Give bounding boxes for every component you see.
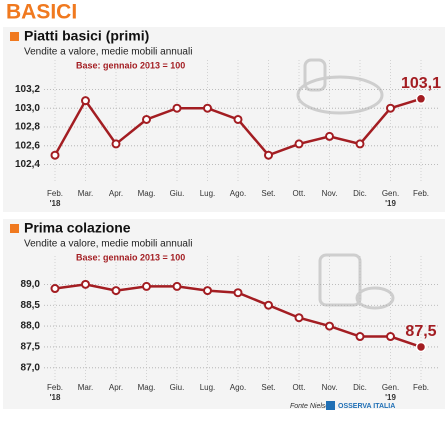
y-tick-label: 89,0: [21, 279, 41, 290]
point: [294, 313, 304, 323]
point: [172, 281, 182, 291]
x-tick-label: Feb.: [47, 189, 63, 198]
y-tick-label: 88,5: [21, 300, 41, 311]
value-label: 87,5: [405, 323, 436, 340]
x-sublabel: '18: [50, 199, 61, 208]
food-icon: [296, 58, 384, 115]
x-tick-label: Gen.: [382, 383, 399, 392]
point: [325, 131, 334, 141]
x-tick-label: Ago.: [230, 189, 246, 198]
x-tick-label: Nov.: [322, 383, 338, 392]
point: [111, 286, 121, 296]
x-tick-label: Ott.: [293, 189, 306, 198]
x-tick-label: Feb.: [413, 189, 429, 198]
point: [386, 332, 395, 342]
x-tick-label: Apr.: [109, 383, 123, 392]
point: [142, 281, 151, 291]
logo-icon: [326, 401, 335, 410]
point: [172, 103, 182, 113]
x-tick-label: Mag.: [138, 189, 156, 198]
chart-title: Prima colazione: [24, 220, 131, 236]
x-tick-label: Giu.: [170, 383, 185, 392]
x-tick-label: Set.: [261, 189, 275, 198]
y-tick-label: 102,6: [15, 140, 40, 151]
note: Base: gennaio 2013 = 100: [76, 60, 185, 70]
x-sublabel: '18: [50, 393, 61, 402]
logo: OSSERVA ITALIA: [338, 403, 395, 410]
x-tick-label: Apr.: [109, 189, 123, 198]
x-tick-label: Giu.: [170, 189, 185, 198]
panel: [3, 27, 445, 212]
point: [233, 288, 243, 298]
y-tick-label: 103,0: [15, 103, 40, 114]
x-tick-label: Dic.: [353, 189, 367, 198]
x-tick-label: Lug.: [200, 383, 216, 392]
point: [81, 96, 90, 106]
point: [264, 150, 273, 160]
x-tick-label: Ago.: [230, 383, 246, 392]
point: [111, 139, 121, 149]
page-title: BASICI: [6, 1, 77, 24]
point: [203, 286, 212, 296]
note: Base: gennaio 2013 = 100: [76, 252, 185, 262]
point: [386, 103, 395, 113]
title-marker: [10, 32, 19, 41]
point: [325, 321, 334, 331]
y-tick-label: 103,2: [15, 84, 40, 95]
point: [50, 284, 60, 294]
title-marker: [10, 224, 19, 233]
x-tick-label: Feb.: [413, 383, 429, 392]
y-tick-label: 87,0: [21, 362, 41, 373]
point: [203, 103, 212, 113]
value-label: 103,1: [401, 75, 441, 92]
point: [415, 93, 427, 105]
x-tick-label: Set.: [261, 383, 275, 392]
source: Fonte Nielsen: [290, 403, 333, 410]
point: [264, 300, 273, 310]
x-tick-label: Ott.: [293, 383, 306, 392]
subtitle: Vendite a valore, medie mobili annuali: [24, 47, 192, 58]
point: [142, 114, 151, 124]
point: [415, 341, 427, 353]
x-tick-label: Gen.: [382, 189, 399, 198]
x-tick-label: Feb.: [47, 383, 63, 392]
point: [81, 279, 90, 289]
subtitle: Vendite a valore, medie mobili annuali: [24, 239, 192, 250]
y-tick-label: 88,0: [21, 321, 41, 332]
x-tick-label: Mar.: [78, 383, 94, 392]
panel: [3, 219, 445, 409]
point: [355, 139, 365, 149]
y-tick-label: 102,4: [15, 159, 40, 170]
y-tick-label: 102,8: [15, 122, 40, 133]
x-tick-label: Nov.: [322, 189, 338, 198]
x-tick-label: Mar.: [78, 189, 94, 198]
point: [355, 332, 365, 342]
x-tick-label: Dic.: [353, 383, 367, 392]
point: [233, 114, 243, 124]
x-sublabel: '19: [385, 199, 396, 208]
point: [50, 150, 60, 160]
x-tick-label: Lug.: [200, 189, 216, 198]
chart-title: Piatti basici (primi): [24, 28, 149, 44]
x-sublabel: '19: [385, 393, 396, 402]
point: [294, 139, 304, 149]
y-tick-label: 87,5: [21, 342, 41, 353]
x-tick-label: Mag.: [138, 383, 156, 392]
